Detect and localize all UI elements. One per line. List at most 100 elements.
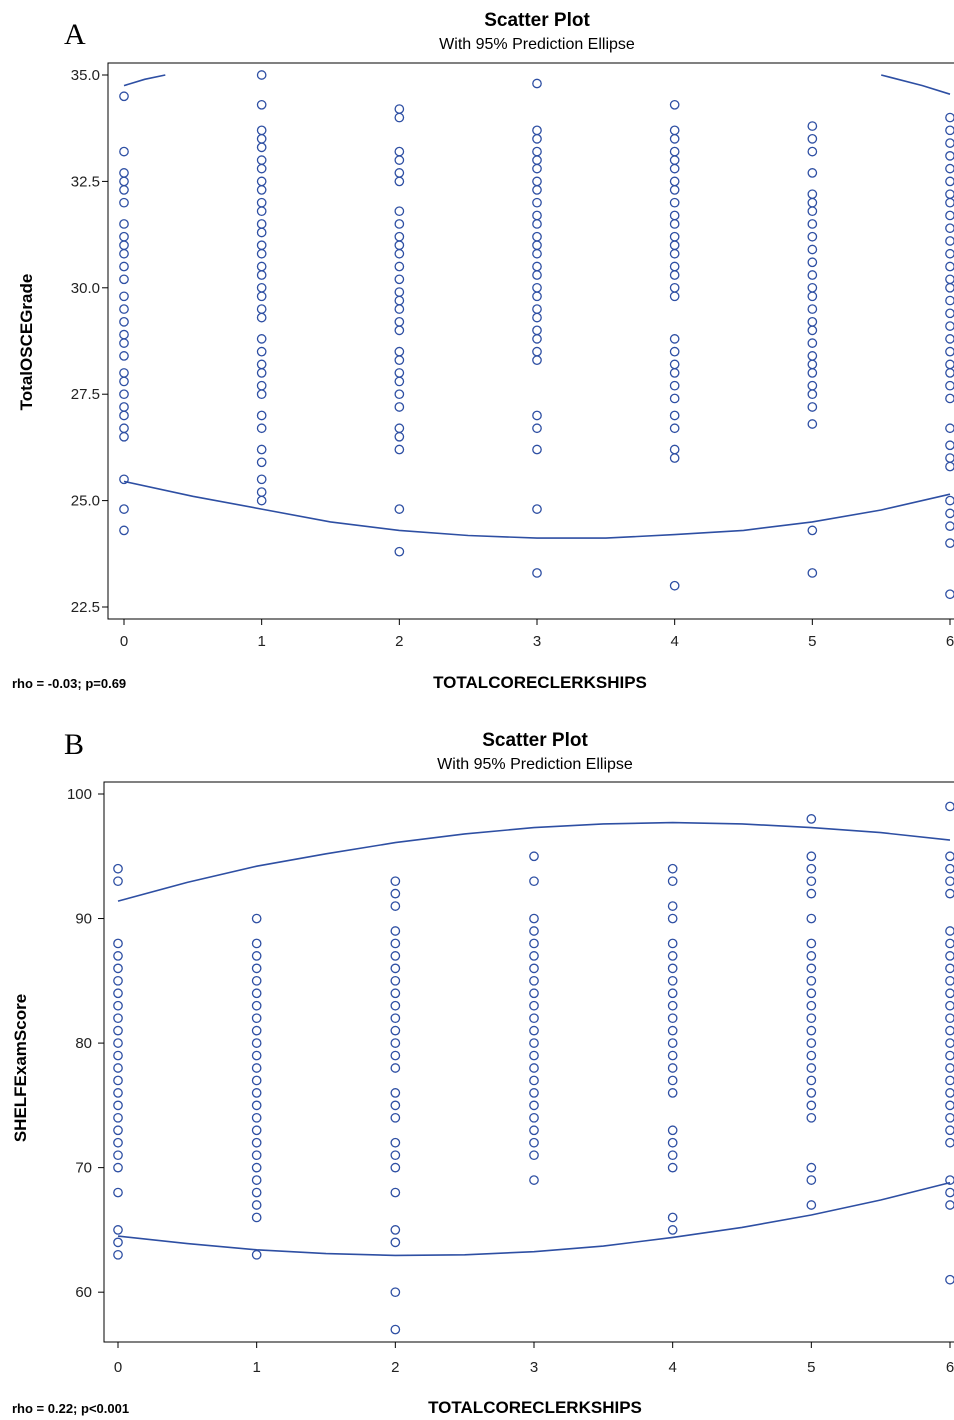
panel-a-data-point — [945, 321, 954, 331]
panel-b-data-point — [251, 1137, 262, 1148]
panel-b-data-point — [390, 951, 401, 961]
panel-b-points — [113, 801, 954, 1335]
panel-a-data-point — [119, 316, 129, 327]
panel-a-correlation-stat: rho = -0.03; p=0.69 — [12, 676, 126, 691]
panel-a-data-point — [807, 304, 818, 314]
panel-a-data-point — [945, 308, 954, 319]
panel-a-data-point — [532, 504, 542, 514]
panel-b-title: Scatter Plot — [482, 730, 588, 751]
panel-b-data-point — [251, 1212, 262, 1223]
panel-b-data-point — [945, 1200, 954, 1210]
panel-b-data-point — [390, 988, 401, 999]
panel-a-data-point — [532, 270, 542, 280]
panel-a-y-tick-label: 22.5 — [71, 599, 100, 616]
panel-a-data-point — [945, 197, 954, 208]
panel-b-data-point — [667, 938, 678, 949]
panel-b-data-point — [806, 851, 817, 862]
panel-a-data-point — [532, 176, 542, 187]
panel-b-data-point — [113, 988, 123, 999]
panel-b-data-point — [806, 1100, 817, 1111]
panel-a-data-point — [807, 197, 818, 208]
panel-a-data-point — [532, 312, 542, 323]
panel-a-data-point — [807, 389, 818, 400]
panel-b-data-point — [806, 913, 817, 924]
panel-a-data-point — [394, 168, 405, 178]
panel-a-data-point — [256, 282, 267, 293]
panel-a-data-point — [119, 402, 129, 412]
panel-a-data-point — [669, 231, 680, 242]
panel-a-data-point — [945, 461, 954, 472]
panel-a-data-point — [394, 206, 405, 217]
panel-a-data-point — [669, 368, 680, 378]
panel-b-data-point — [529, 1063, 539, 1073]
panel-a-data-point — [945, 359, 954, 370]
panel-a-data-point — [394, 444, 405, 455]
panel-b-data-point — [667, 1212, 678, 1223]
panel-a-data-point — [807, 168, 818, 178]
panel-b-data-point — [251, 913, 262, 924]
panel-b-y-tick-label: 80 — [75, 1035, 92, 1052]
panel-b-data-point — [390, 1137, 401, 1148]
panel-b-data-point — [806, 1175, 817, 1185]
panel-a-data-point — [119, 329, 129, 340]
panel-b: B Scatter Plot With 95% Prediction Ellip… — [11, 728, 954, 1417]
panel-a-data-point — [945, 508, 954, 519]
panel-a-data-point — [669, 380, 680, 391]
panel-b-data-point — [945, 1125, 954, 1136]
panel-a-data-point — [945, 440, 954, 451]
panel-a-data-point — [945, 274, 954, 285]
panel-a-data-point — [394, 376, 405, 387]
panel-a-data-point — [807, 219, 818, 229]
panel-a-data-point — [532, 163, 542, 174]
panel-a-data-point — [119, 261, 129, 272]
panel-a-data-point — [119, 231, 129, 242]
panel-b-data-point — [113, 1249, 123, 1260]
panel-a-data-point — [807, 325, 818, 336]
panel-a-data-point — [669, 270, 680, 280]
panel-b-data-point — [529, 1025, 539, 1036]
panel-b-x-ticks: 0 1 2 3 4 5 6 — [114, 1342, 954, 1376]
panel-b-data-point — [390, 1187, 401, 1198]
panel-b-data-point — [113, 951, 123, 961]
panel-b-data-point — [251, 1175, 262, 1185]
panel-a-x-axis-title: TOTALCORECLERKSHIPS — [433, 673, 647, 692]
panel-a-data-point — [119, 240, 129, 251]
panel-a-data-point — [669, 248, 680, 259]
panel-b-y-tick-label: 90 — [75, 911, 92, 928]
panel-a-subtitle: With 95% Prediction Ellipse — [439, 36, 635, 53]
panel-a-y-tick-label: 25.0 — [71, 493, 100, 510]
panel-b-data-point — [945, 926, 954, 936]
panel-b-x-tick-label: 6 — [946, 1359, 954, 1376]
panel-a-x-tick-label: 2 — [395, 633, 403, 650]
panel-a-data-point — [256, 70, 267, 80]
panel-a-data-point — [807, 206, 818, 217]
panel-a-data-point — [119, 368, 129, 378]
panel-b-data-point — [251, 1249, 262, 1260]
panel-b-data-point — [390, 1038, 401, 1048]
panel-a-data-point — [532, 410, 542, 421]
panel-a-data-point — [256, 133, 267, 144]
panel-b-data-point — [390, 888, 401, 899]
panel-a-ellipse-group — [123, 74, 951, 539]
panel-a-data-point — [119, 146, 129, 157]
panel-b-prediction-ellipse-segment — [117, 821, 951, 902]
panel-a-data-point — [256, 176, 267, 187]
panel-b-data-point — [667, 863, 678, 874]
panel-a: A Scatter Plot With 95% Prediction Ellip… — [12, 10, 954, 692]
panel-b-data-point — [113, 1075, 123, 1086]
panel-b-data-point — [113, 1100, 123, 1111]
panel-b-data-point — [113, 1088, 123, 1098]
panel-a-data-point — [807, 282, 818, 293]
panel-b-data-point — [667, 1025, 678, 1036]
panel-a-data-point — [119, 185, 129, 195]
panel-a-data-point — [807, 189, 818, 200]
panel-b-data-point — [667, 1150, 678, 1161]
panel-b-data-point — [113, 1237, 123, 1248]
panel-a-data-point — [532, 325, 542, 336]
panel-b-data-point — [806, 963, 817, 974]
panel-a-plot-frame — [107, 62, 954, 620]
panel-b-data-point — [390, 1150, 401, 1161]
panel-a-data-point — [945, 282, 954, 293]
panel-a-x-tick-label: 1 — [257, 633, 265, 650]
panel-b-data-point — [945, 1137, 954, 1148]
